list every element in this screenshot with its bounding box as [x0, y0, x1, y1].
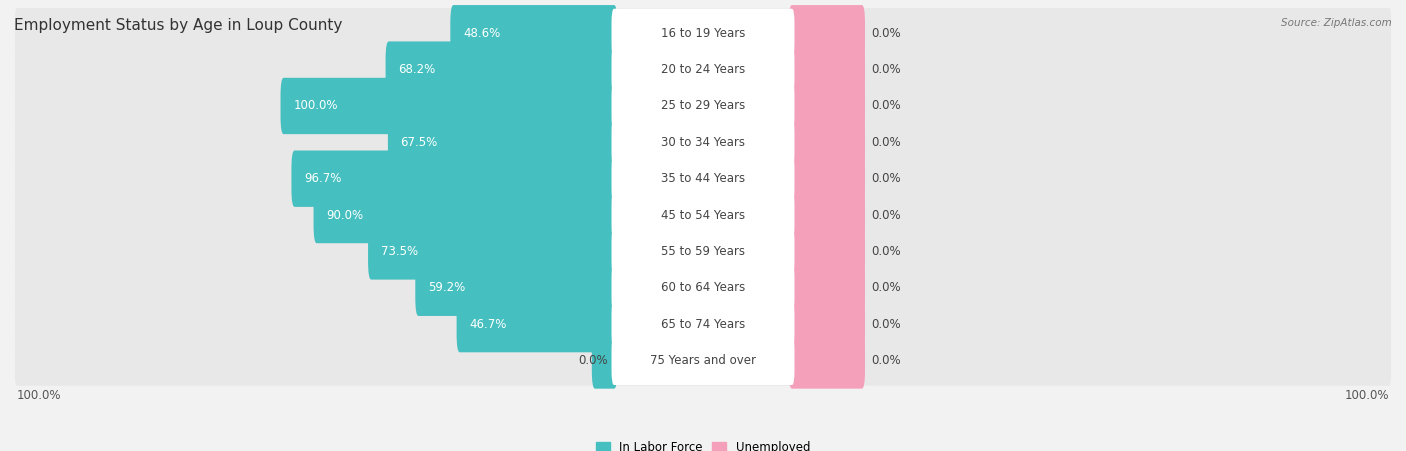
- Text: 16 to 19 Years: 16 to 19 Years: [661, 27, 745, 40]
- Text: 90.0%: 90.0%: [326, 208, 363, 221]
- FancyBboxPatch shape: [612, 154, 794, 203]
- FancyBboxPatch shape: [314, 187, 617, 243]
- Text: 0.0%: 0.0%: [578, 354, 607, 367]
- FancyBboxPatch shape: [15, 153, 1391, 204]
- FancyBboxPatch shape: [15, 8, 1391, 59]
- FancyBboxPatch shape: [15, 81, 1391, 131]
- Text: 0.0%: 0.0%: [872, 354, 901, 367]
- FancyBboxPatch shape: [388, 114, 617, 170]
- FancyBboxPatch shape: [789, 296, 865, 352]
- Text: 100.0%: 100.0%: [294, 100, 337, 112]
- Text: 0.0%: 0.0%: [872, 281, 901, 294]
- Text: 0.0%: 0.0%: [872, 245, 901, 258]
- FancyBboxPatch shape: [789, 187, 865, 243]
- Text: 100.0%: 100.0%: [17, 388, 62, 401]
- FancyBboxPatch shape: [450, 5, 617, 61]
- Text: 60 to 64 Years: 60 to 64 Years: [661, 281, 745, 294]
- FancyBboxPatch shape: [15, 117, 1391, 168]
- Text: 67.5%: 67.5%: [401, 136, 437, 149]
- FancyBboxPatch shape: [368, 223, 617, 280]
- FancyBboxPatch shape: [457, 296, 617, 352]
- Text: 30 to 34 Years: 30 to 34 Years: [661, 136, 745, 149]
- Text: Source: ZipAtlas.com: Source: ZipAtlas.com: [1281, 18, 1392, 28]
- Text: 0.0%: 0.0%: [872, 100, 901, 112]
- FancyBboxPatch shape: [15, 226, 1391, 276]
- Text: 0.0%: 0.0%: [872, 63, 901, 76]
- FancyBboxPatch shape: [15, 190, 1391, 240]
- Text: 96.7%: 96.7%: [304, 172, 342, 185]
- FancyBboxPatch shape: [612, 118, 794, 167]
- Text: 0.0%: 0.0%: [872, 208, 901, 221]
- FancyBboxPatch shape: [789, 114, 865, 170]
- Text: 20 to 24 Years: 20 to 24 Years: [661, 63, 745, 76]
- FancyBboxPatch shape: [15, 335, 1391, 386]
- FancyBboxPatch shape: [612, 82, 794, 130]
- Text: Employment Status by Age in Loup County: Employment Status by Age in Loup County: [14, 18, 343, 33]
- FancyBboxPatch shape: [281, 78, 617, 134]
- FancyBboxPatch shape: [592, 332, 617, 389]
- FancyBboxPatch shape: [789, 223, 865, 280]
- FancyBboxPatch shape: [789, 332, 865, 389]
- FancyBboxPatch shape: [15, 299, 1391, 350]
- FancyBboxPatch shape: [612, 263, 794, 312]
- FancyBboxPatch shape: [612, 299, 794, 349]
- Text: 68.2%: 68.2%: [398, 63, 436, 76]
- Text: 65 to 74 Years: 65 to 74 Years: [661, 318, 745, 331]
- FancyBboxPatch shape: [612, 190, 794, 239]
- Text: 55 to 59 Years: 55 to 59 Years: [661, 245, 745, 258]
- Text: 100.0%: 100.0%: [1344, 388, 1389, 401]
- FancyBboxPatch shape: [612, 45, 794, 94]
- Legend: In Labor Force, Unemployed: In Labor Force, Unemployed: [596, 441, 810, 451]
- Text: 0.0%: 0.0%: [872, 318, 901, 331]
- FancyBboxPatch shape: [789, 5, 865, 61]
- FancyBboxPatch shape: [612, 227, 794, 276]
- FancyBboxPatch shape: [789, 41, 865, 98]
- FancyBboxPatch shape: [291, 151, 617, 207]
- FancyBboxPatch shape: [612, 9, 794, 58]
- Text: 59.2%: 59.2%: [427, 281, 465, 294]
- Text: 75 Years and over: 75 Years and over: [650, 354, 756, 367]
- Text: 73.5%: 73.5%: [381, 245, 418, 258]
- Text: 46.7%: 46.7%: [470, 318, 506, 331]
- Text: 48.6%: 48.6%: [463, 27, 501, 40]
- FancyBboxPatch shape: [415, 260, 617, 316]
- FancyBboxPatch shape: [789, 151, 865, 207]
- FancyBboxPatch shape: [15, 262, 1391, 313]
- Text: 35 to 44 Years: 35 to 44 Years: [661, 172, 745, 185]
- Text: 0.0%: 0.0%: [872, 27, 901, 40]
- Text: 25 to 29 Years: 25 to 29 Years: [661, 100, 745, 112]
- FancyBboxPatch shape: [15, 44, 1391, 95]
- Text: 0.0%: 0.0%: [872, 172, 901, 185]
- FancyBboxPatch shape: [789, 78, 865, 134]
- FancyBboxPatch shape: [385, 41, 617, 98]
- Text: 0.0%: 0.0%: [872, 136, 901, 149]
- FancyBboxPatch shape: [612, 336, 794, 385]
- Text: 45 to 54 Years: 45 to 54 Years: [661, 208, 745, 221]
- FancyBboxPatch shape: [789, 260, 865, 316]
